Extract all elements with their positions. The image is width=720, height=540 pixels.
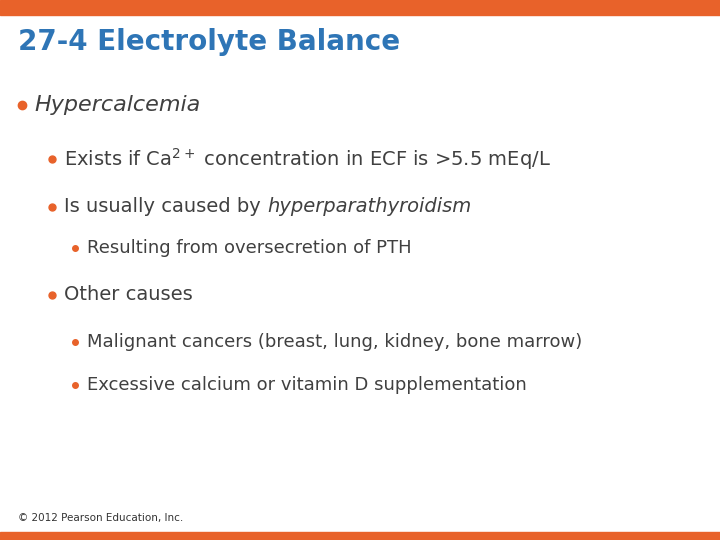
Text: Hypercalcemia: Hypercalcemia [34, 95, 200, 115]
Text: Is usually caused by: Is usually caused by [64, 198, 267, 217]
Bar [0, 0, 720, 15]
Text: hyperparathyroidism: hyperparathyroidism [267, 198, 472, 217]
Bar [0, 532, 720, 540]
Text: Other causes: Other causes [64, 286, 193, 305]
Text: © 2012 Pearson Education, Inc.: © 2012 Pearson Education, Inc. [18, 513, 184, 523]
Text: Excessive calcium or vitamin D supplementation: Excessive calcium or vitamin D supplemen… [87, 376, 527, 394]
Text: Exists if Ca$^{2+}$ concentration in ECF is >5.5 mEq/L: Exists if Ca$^{2+}$ concentration in ECF… [64, 146, 551, 172]
Text: 27-4 Electrolyte Balance: 27-4 Electrolyte Balance [18, 28, 400, 56]
Text: Malignant cancers (breast, lung, kidney, bone marrow): Malignant cancers (breast, lung, kidney,… [87, 333, 582, 351]
Text: Resulting from oversecretion of PTH: Resulting from oversecretion of PTH [87, 239, 412, 257]
